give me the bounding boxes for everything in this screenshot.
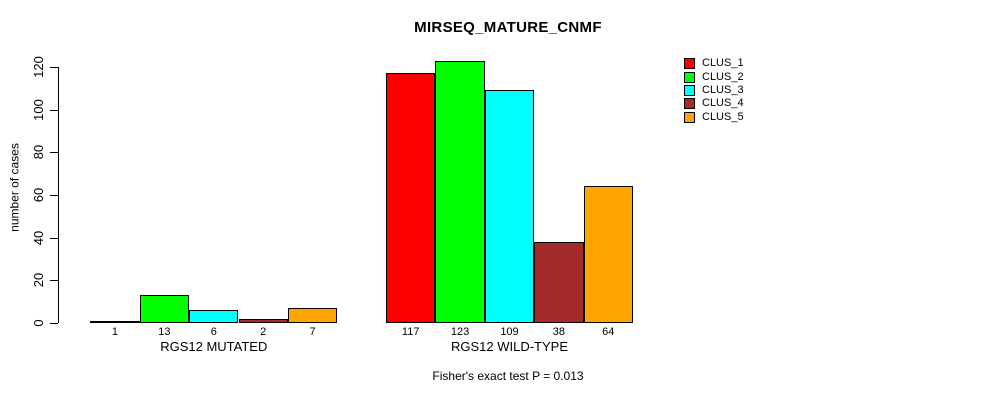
legend-label: CLUS_5 (702, 110, 744, 123)
bar-value-label: 109 (500, 326, 519, 338)
y-tick-label: 80 (31, 145, 46, 160)
legend-row: CLUS_4 (684, 97, 744, 110)
bar-value-label: 6 (210, 326, 217, 338)
bar-value-label: 123 (450, 326, 470, 338)
legend: CLUS_1 CLUS_2 CLUS_3 CLUS_4 CLUS_5 (684, 57, 744, 124)
bar-value-label: 117 (401, 326, 420, 338)
bar (90, 320, 140, 323)
legend-row: CLUS_2 (684, 70, 744, 83)
y-tick-label: 40 (31, 230, 46, 245)
bar (534, 241, 584, 323)
y-axis-label: number of cases (7, 143, 22, 232)
legend-swatch (684, 58, 695, 70)
bar-value-label: 13 (158, 326, 171, 338)
group-label: RGS12 MUTATED (160, 339, 268, 354)
y-tick (50, 195, 58, 196)
y-tick (50, 280, 58, 282)
bar (189, 310, 239, 323)
y-tick (50, 152, 58, 154)
chart-title: MIRSEQ_MATURE_CNMF (414, 19, 602, 36)
legend-row: CLUS_5 (684, 111, 744, 124)
bar (435, 60, 485, 323)
legend-label: CLUS_4 (702, 97, 744, 110)
bar-value-label: 38 (552, 326, 565, 338)
group-label: RGS12 WILD-TYPE (450, 339, 569, 354)
y-tick-label: 0 (31, 319, 46, 327)
bar (484, 90, 535, 323)
legend-swatch (684, 71, 695, 83)
legend-swatch (684, 98, 695, 110)
legend-label: CLUS_3 (702, 83, 744, 96)
fisher-test-note: Fisher's exact test P = 0.013 (432, 369, 584, 383)
y-tick (50, 109, 58, 111)
legend-swatch (684, 111, 695, 123)
y-tick (50, 67, 58, 68)
legend-row: CLUS_3 (684, 84, 744, 97)
bar-value-label: 7 (309, 326, 316, 338)
y-tick (50, 323, 58, 324)
y-tick-label: 120 (31, 56, 46, 78)
y-tick-label: 60 (31, 187, 46, 203)
legend-swatch (684, 84, 695, 96)
legend-label: CLUS_2 (702, 70, 744, 83)
bar-value-label: 64 (602, 326, 615, 338)
bar (238, 318, 288, 323)
bar (386, 73, 436, 323)
bar-value-label: 1 (111, 326, 119, 338)
legend-label: CLUS_1 (702, 57, 744, 70)
bar-value-label: 2 (260, 326, 267, 338)
bar (583, 186, 633, 323)
legend-row: CLUS_1 (684, 57, 744, 70)
y-axis-line (58, 67, 59, 323)
bar (287, 308, 338, 323)
y-tick-label: 100 (31, 98, 46, 121)
y-tick (50, 237, 58, 239)
y-tick-label: 20 (31, 273, 46, 288)
bar (139, 295, 190, 323)
